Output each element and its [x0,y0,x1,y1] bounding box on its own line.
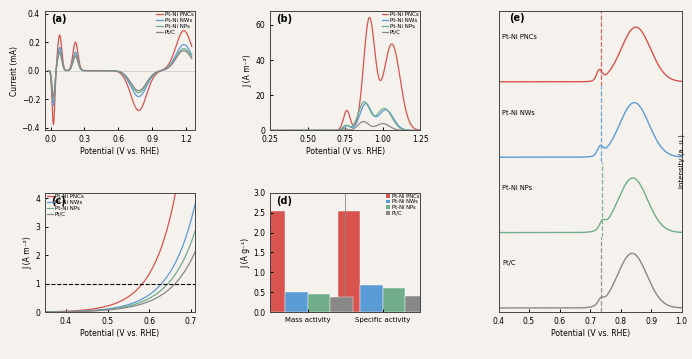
Y-axis label: Current (mA): Current (mA) [10,46,19,95]
Text: (d): (d) [276,196,292,206]
Text: (b): (b) [276,14,292,24]
X-axis label: Potential (V vs. RHE): Potential (V vs. RHE) [551,329,630,338]
X-axis label: Potential (V vs. RHE): Potential (V vs. RHE) [80,329,160,338]
Bar [383,288,406,312]
Text: Intensity (a. u.): Intensity (a. u.) [679,135,685,188]
X-axis label: Potential (V vs. RHE): Potential (V vs. RHE) [80,147,160,156]
Text: Pt-Ni NPs: Pt-Ni NPs [502,185,532,191]
Bar [263,211,285,312]
Text: Pt/C: Pt/C [502,260,516,266]
Bar [330,297,353,312]
Text: Pt-Ni PNCs: Pt-Ni PNCs [502,34,537,40]
Text: (c): (c) [51,196,66,206]
Text: (a): (a) [51,14,66,24]
Legend: Pt-Ni PNCs, Pt-Ni NWs, Pt-Ni NPs, Pt/C: Pt-Ni PNCs, Pt-Ni NWs, Pt-Ni NPs, Pt/C [381,13,419,35]
Bar [285,292,308,312]
Text: (e): (e) [509,13,525,23]
Legend: Pt-Ni PNCs, Pt-Ni NWs, Pt-Ni NPs, Pt/C: Pt-Ni PNCs, Pt-Ni NWs, Pt-Ni NPs, Pt/C [156,13,194,35]
Bar [406,297,428,312]
Text: Pt-Ni NWs: Pt-Ni NWs [502,109,535,116]
Bar [361,285,383,312]
Y-axis label: J (A m⁻²): J (A m⁻²) [24,236,33,269]
X-axis label: Potential (V vs. RHE): Potential (V vs. RHE) [306,147,385,156]
Legend: Pt-Ni PNCs, Pt-Ni NWs, Pt-Ni NPs, Pt/C: Pt-Ni PNCs, Pt-Ni NWs, Pt-Ni NPs, Pt/C [386,194,419,216]
Legend: Pt-Ni PNCs, Pt-Ni NWs, Pt-Ni NPs, Pt/C: Pt-Ni PNCs, Pt-Ni NWs, Pt-Ni NPs, Pt/C [46,194,84,217]
Y-axis label: J (A m⁻²): J (A m⁻²) [244,54,253,87]
Bar [308,294,330,312]
Bar [338,211,361,312]
Y-axis label: J (A g⁻¹): J (A g⁻¹) [242,237,251,267]
